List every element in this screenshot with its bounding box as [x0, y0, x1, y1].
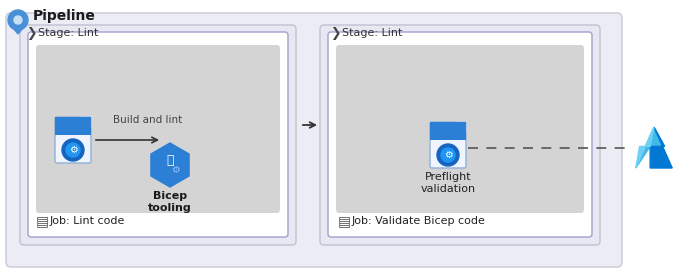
Text: Stage: Lint: Stage: Lint [38, 28, 98, 38]
FancyBboxPatch shape [336, 45, 584, 213]
Polygon shape [13, 28, 23, 34]
Text: ⚙: ⚙ [171, 165, 179, 175]
Bar [55, 117, 91, 135]
FancyBboxPatch shape [55, 117, 91, 163]
Text: Build and lint: Build and lint [113, 115, 183, 125]
Text: Bicep
tooling: Bicep tooling [148, 191, 192, 213]
Text: 🔧: 🔧 [166, 155, 174, 168]
Text: Job: Validate Bicep code: Job: Validate Bicep code [352, 216, 486, 226]
Polygon shape [151, 143, 189, 187]
Text: Stage: Lint: Stage: Lint [342, 28, 402, 38]
Text: ❯: ❯ [26, 26, 36, 40]
Polygon shape [650, 127, 672, 168]
Text: ▤: ▤ [338, 214, 351, 228]
FancyBboxPatch shape [36, 45, 280, 213]
FancyBboxPatch shape [320, 25, 600, 245]
Text: ⚙: ⚙ [443, 150, 452, 160]
FancyBboxPatch shape [328, 32, 592, 237]
Text: Preflight
validation: Preflight validation [421, 172, 476, 194]
Circle shape [14, 16, 22, 24]
FancyBboxPatch shape [6, 13, 622, 267]
Polygon shape [636, 127, 665, 168]
Text: ⚙: ⚙ [69, 145, 78, 155]
FancyBboxPatch shape [430, 122, 466, 168]
FancyBboxPatch shape [20, 25, 296, 245]
Text: ▤: ▤ [36, 214, 49, 228]
Bar [430, 122, 466, 140]
Text: Pipeline: Pipeline [33, 9, 96, 23]
Circle shape [8, 10, 28, 30]
Polygon shape [636, 127, 654, 168]
Polygon shape [81, 117, 91, 127]
Text: Job: Lint code: Job: Lint code [50, 216, 125, 226]
Circle shape [441, 148, 455, 162]
Text: ❯: ❯ [330, 26, 340, 40]
Circle shape [437, 144, 459, 166]
Polygon shape [456, 122, 466, 132]
Circle shape [62, 139, 84, 161]
FancyBboxPatch shape [28, 32, 288, 237]
Circle shape [66, 143, 80, 157]
